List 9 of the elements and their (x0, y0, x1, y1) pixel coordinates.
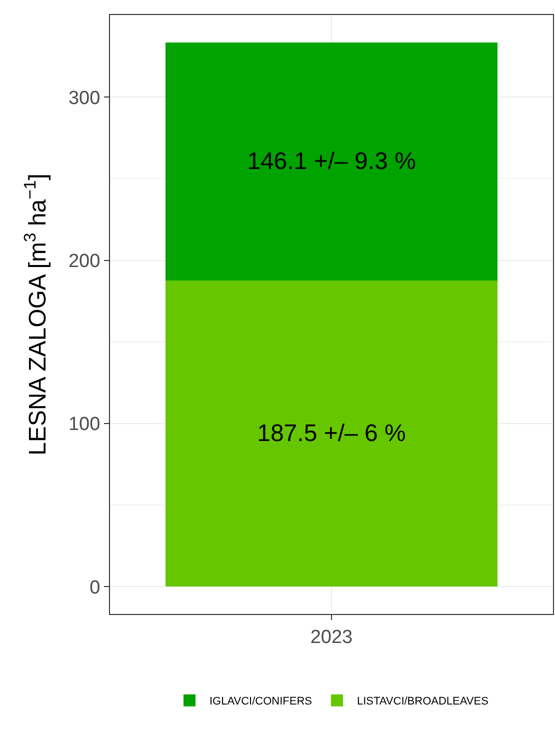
legend-label: IGLAVCI/CONIFERS (210, 696, 312, 708)
y-tick-label: 100 (68, 414, 100, 436)
y-tick-label: 200 (68, 250, 100, 272)
data-label: 187.5 +/– 6 % (257, 420, 406, 448)
y-tick-label: 0 (90, 577, 100, 598)
y-tick-label: 300 (68, 88, 100, 109)
legend-label: LISTAVCI/BROADLEAVES (356, 696, 488, 708)
x-tick-label: 2023 (310, 626, 353, 648)
data-label: 146.1 +/– 9.3 % (247, 148, 416, 175)
